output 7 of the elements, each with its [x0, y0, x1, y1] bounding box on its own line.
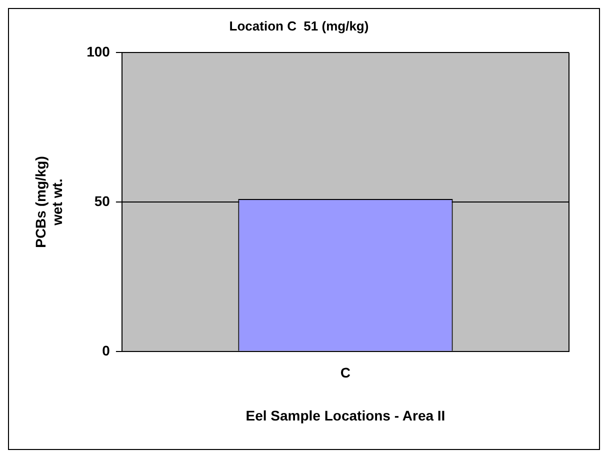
y-tick-label: 0: [102, 342, 110, 358]
x-axis-title: Eel Sample Locations - Area II: [246, 407, 446, 424]
y-axis-title: PCBs (mg/kg) wet wt.: [32, 156, 66, 248]
y-tick-label: 50: [94, 192, 110, 209]
chart-subtitle: Location C 51 (mg/kg): [229, 18, 369, 34]
y-tick-label: 100: [86, 43, 110, 60]
x-tick-label: C: [340, 364, 351, 381]
